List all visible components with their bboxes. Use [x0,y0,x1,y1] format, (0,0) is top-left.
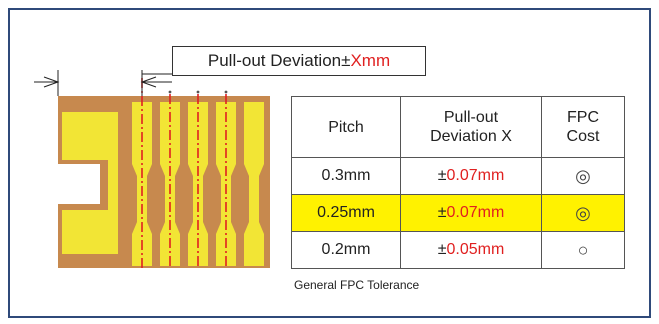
pitch-cell: 0.3mm [291,157,401,195]
fpc-notch [58,164,100,204]
table-row-highlighted: 0.25mm ±0.07mm ◎ [291,194,625,232]
header-fpc-cost: FPC Cost [541,96,625,158]
table-row: 0.2mm ±0.05mm ○ [291,231,625,269]
fpc-finger-5 [244,102,264,266]
header-pitch: Pitch [291,96,401,158]
arrowhead-right [140,76,157,88]
deviation-cell: ±0.07mm [400,157,542,195]
cost-symbol: ○ [541,231,625,269]
deviation-cell: ±0.07mm [400,194,542,232]
fpc-finger-1 [132,102,152,266]
deviation-cell: ±0.05mm [400,231,542,269]
pin-marker-3 [224,90,228,94]
dimension-lines [34,70,172,96]
pin-markers [168,90,228,94]
pin-marker-1 [168,90,172,94]
arrowhead-left [43,76,60,88]
fpc-large-pad [62,112,118,254]
pitch-tolerance-table: Pitch Pull-out Deviation X FPC Cost 0.3mm … [291,96,625,269]
pitch-cell: 0.2mm [291,231,401,269]
pitch-cell: 0.25mm [291,194,401,232]
header-pull-out-deviation: Pull-out Deviation X [400,96,542,158]
cost-symbol: ◎ [541,157,625,195]
callout-value: Xmm [350,51,391,70]
table-row: 0.3mm ±0.07mm ◎ [291,157,625,195]
cost-symbol: ◎ [541,194,625,232]
pin-centerlines [141,78,227,268]
pull-out-deviation-callout: Pull-out Deviation± Xmm [172,46,426,76]
table-header-row: Pitch Pull-out Deviation X FPC Cost [291,96,625,158]
pin-marker-2 [196,90,200,94]
table-caption: General FPC Tolerance [294,278,420,292]
callout-label: Pull-out Deviation± [207,51,351,70]
